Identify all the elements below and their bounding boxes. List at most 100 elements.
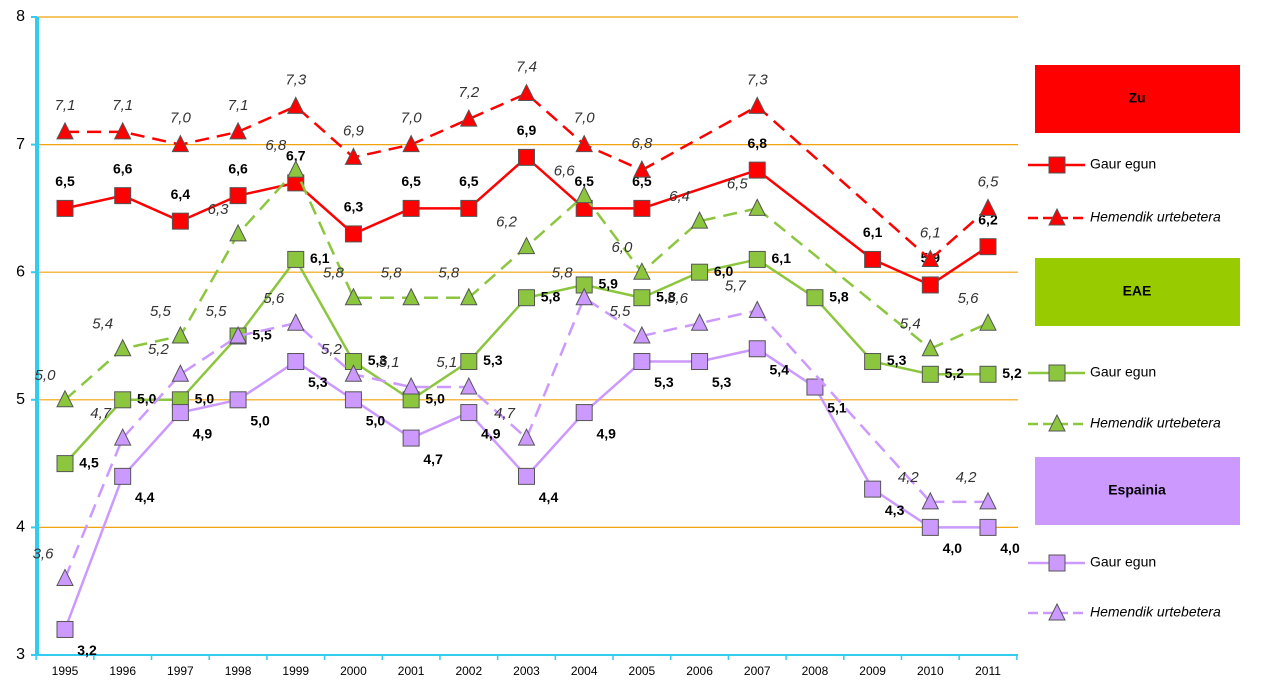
data-label: 6,4 xyxy=(171,186,191,202)
data-label: 5,2 xyxy=(945,365,965,381)
marker xyxy=(575,287,593,306)
marker xyxy=(517,83,536,102)
data-label: 7,0 xyxy=(574,110,596,127)
marker xyxy=(690,211,709,229)
data-label: 5,3 xyxy=(712,374,732,390)
gap-bridge xyxy=(756,105,932,261)
data-label: 5,2 xyxy=(321,341,343,358)
marker xyxy=(979,198,997,216)
marker xyxy=(286,313,305,331)
marker xyxy=(113,338,132,357)
marker xyxy=(979,491,997,510)
data-label: 5,8 xyxy=(552,265,574,282)
data-label: 5,8 xyxy=(323,265,345,282)
y-tick-label: 8 xyxy=(16,8,25,25)
data-label: 4,9 xyxy=(193,425,213,441)
data-label: 7,4 xyxy=(516,59,537,76)
marker xyxy=(979,238,997,256)
marker xyxy=(518,148,535,166)
data-label: 4,3 xyxy=(885,502,905,518)
data-label: 6,3 xyxy=(344,199,364,215)
data-label: 7,1 xyxy=(55,97,76,114)
marker xyxy=(518,467,535,485)
marker xyxy=(460,199,478,217)
gap-bridge xyxy=(756,207,932,350)
marker xyxy=(402,376,420,395)
data-label: 5,3 xyxy=(483,352,503,368)
legend-label: Gaur egun xyxy=(1090,156,1156,172)
legend-group-title: Zu xyxy=(1128,90,1145,106)
data-label: 6,9 xyxy=(343,122,365,139)
data-label: 6,0 xyxy=(714,263,734,279)
data-label: 5,5 xyxy=(150,303,172,320)
data-label: 5,4 xyxy=(900,316,921,333)
legend-group-title: EAE xyxy=(1123,283,1152,299)
data-label: 6,1 xyxy=(863,224,883,240)
marker xyxy=(575,134,593,153)
marker xyxy=(56,389,74,408)
marker xyxy=(691,353,709,371)
x-tick-label: 2010 xyxy=(917,664,944,678)
marker xyxy=(633,160,651,178)
data-label: 6,8 xyxy=(748,135,768,151)
marker xyxy=(114,391,132,409)
data-label: 6,8 xyxy=(265,137,287,154)
x-tick-label: 2003 xyxy=(513,664,540,678)
marker xyxy=(575,404,593,422)
data-label: 5,5 xyxy=(609,303,631,320)
data-label: 6,5 xyxy=(459,173,479,189)
x-tick-label: 2007 xyxy=(744,664,771,678)
data-label: 4,4 xyxy=(539,489,559,505)
data-label: 7,1 xyxy=(228,97,249,114)
marker xyxy=(460,287,478,306)
data-label: 5,0 xyxy=(35,367,57,384)
data-label: 7,0 xyxy=(401,110,423,127)
data-label: 5,8 xyxy=(829,288,849,304)
legend-label: Hemendik urtebetera xyxy=(1090,209,1221,225)
data-label: 5,2 xyxy=(148,341,170,358)
data-label: 5,1 xyxy=(827,400,847,416)
marker xyxy=(575,185,593,204)
legend-marker xyxy=(1048,413,1066,432)
y-tick-label: 6 xyxy=(16,263,25,280)
marker xyxy=(56,620,74,638)
legend-marker xyxy=(1048,554,1066,572)
data-label: 7,1 xyxy=(112,97,133,114)
data-label: 5,1 xyxy=(436,354,457,371)
marker xyxy=(518,289,535,307)
y-tick-label: 5 xyxy=(16,391,25,408)
y-tick-label: 7 xyxy=(16,136,25,153)
x-tick-label: 1996 xyxy=(109,664,136,678)
marker xyxy=(171,364,190,382)
series-line xyxy=(929,322,989,350)
data-label: 6,2 xyxy=(496,214,518,231)
marker xyxy=(229,391,247,409)
marker xyxy=(864,250,882,268)
data-label: 5,0 xyxy=(195,391,215,407)
marker xyxy=(56,199,74,217)
x-tick-label: 1998 xyxy=(225,664,252,678)
data-label: 3,6 xyxy=(33,545,55,562)
marker xyxy=(748,161,766,179)
data-label: 3,2 xyxy=(77,642,97,658)
marker xyxy=(114,187,132,205)
marker xyxy=(402,199,420,217)
legend-label: Hemendik urtebetera xyxy=(1090,604,1221,620)
marker xyxy=(56,455,74,473)
series-line xyxy=(929,207,989,261)
x-tick-label: 1997 xyxy=(167,664,194,678)
data-label: 6,6 xyxy=(228,160,248,176)
data-label: 7,0 xyxy=(170,110,192,127)
data-label: 5,8 xyxy=(381,265,403,282)
data-label: 6,5 xyxy=(55,173,75,189)
marker xyxy=(806,378,824,396)
data-label: 6,1 xyxy=(310,250,330,266)
marker xyxy=(748,340,766,358)
data-label: 6,5 xyxy=(401,173,421,189)
marker xyxy=(287,353,305,371)
marker xyxy=(633,289,651,307)
data-label: 4,0 xyxy=(1000,540,1020,556)
marker xyxy=(748,300,767,318)
data-label: 5,7 xyxy=(725,277,747,294)
legend-group-box xyxy=(1035,258,1240,326)
